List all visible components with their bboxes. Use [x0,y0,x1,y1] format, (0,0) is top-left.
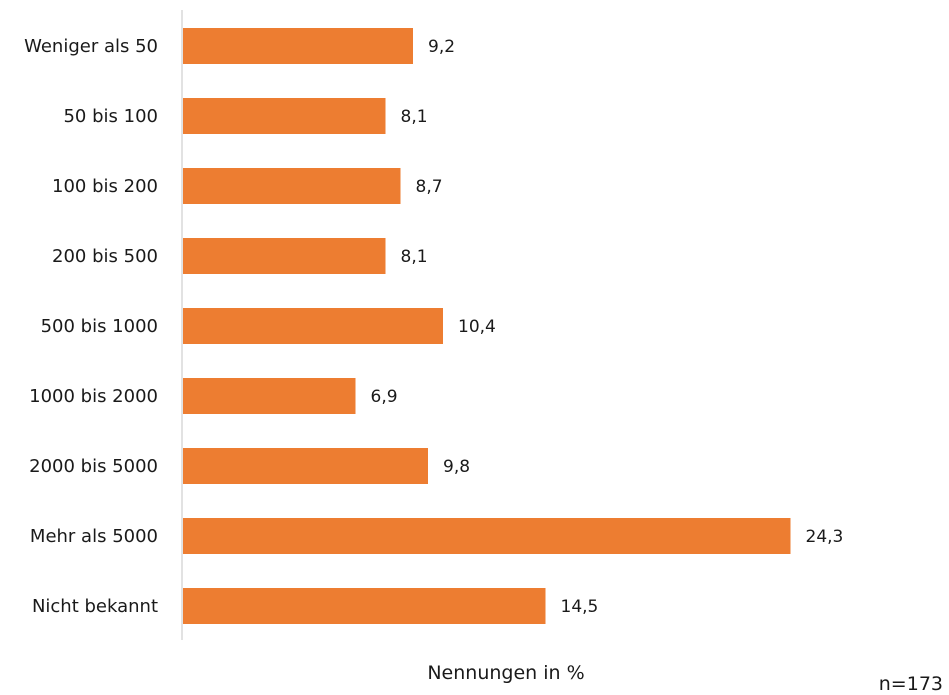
bar [183,238,386,274]
bar [183,98,386,134]
bar-group: 50 bis 100 8,1 [63,98,427,134]
value-label: 8,1 [401,107,428,127]
bar-group: 100 bis 200 8,7 [52,168,443,204]
category-label: 200 bis 500 [52,246,158,267]
bars: Weniger als 50 9,2 50 bis 100 8,1 100 bis 20… [24,28,843,624]
x-axis-title: Nennungen in % [427,662,584,684]
bar [183,28,413,64]
value-label: 8,1 [401,247,428,267]
value-label: 8,7 [416,177,443,197]
bar-group: 1000 bis 2000 6,9 [29,378,397,414]
bar [183,588,546,624]
category-label: Nicht bekannt [32,596,158,617]
bar-group: Mehr als 5000 24,3 [30,518,843,554]
sample-size-note: n=173 [879,673,943,695]
category-label: 1000 bis 2000 [29,386,158,407]
value-label: 6,9 [371,387,398,407]
bar [183,378,356,414]
bar-group: Weniger als 50 9,2 [24,28,455,64]
bar [183,168,401,204]
category-label: 100 bis 200 [52,176,158,197]
bar-group: 200 bis 500 8,1 [52,238,428,274]
value-label: 24,3 [806,527,844,547]
category-label: 50 bis 100 [63,106,158,127]
bar-group: 2000 bis 5000 9,8 [29,448,470,484]
bar [183,448,428,484]
value-label: 9,8 [443,457,470,477]
bar [183,308,443,344]
value-label: 9,2 [428,37,455,57]
bar-group: Nicht bekannt 14,5 [32,588,598,624]
category-label: Mehr als 5000 [30,526,158,547]
category-label: Weniger als 50 [24,36,158,57]
value-label: 10,4 [458,317,496,337]
category-label: 500 bis 1000 [41,316,158,337]
bar [183,518,791,554]
bar-group: 500 bis 1000 10,4 [41,308,496,344]
value-label: 14,5 [561,597,599,617]
category-label: 2000 bis 5000 [29,456,158,477]
